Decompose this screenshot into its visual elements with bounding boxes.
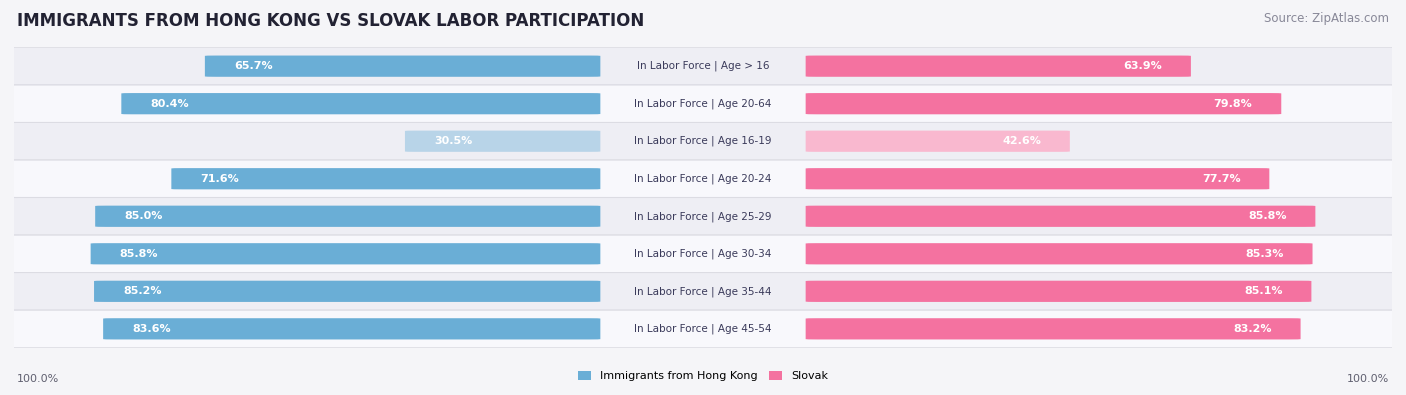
Text: In Labor Force | Age 45-54: In Labor Force | Age 45-54 bbox=[634, 324, 772, 334]
Text: In Labor Force | Age 16-19: In Labor Force | Age 16-19 bbox=[634, 136, 772, 147]
Text: 80.4%: 80.4% bbox=[150, 99, 188, 109]
Text: In Labor Force | Age 20-24: In Labor Force | Age 20-24 bbox=[634, 173, 772, 184]
FancyBboxPatch shape bbox=[806, 206, 1316, 227]
FancyBboxPatch shape bbox=[806, 243, 1313, 264]
Text: IMMIGRANTS FROM HONG KONG VS SLOVAK LABOR PARTICIPATION: IMMIGRANTS FROM HONG KONG VS SLOVAK LABO… bbox=[17, 12, 644, 30]
Text: In Labor Force | Age 20-64: In Labor Force | Age 20-64 bbox=[634, 98, 772, 109]
Text: 63.9%: 63.9% bbox=[1123, 61, 1161, 71]
FancyBboxPatch shape bbox=[806, 168, 1270, 189]
FancyBboxPatch shape bbox=[0, 160, 1406, 198]
FancyBboxPatch shape bbox=[0, 235, 1406, 273]
Text: 85.1%: 85.1% bbox=[1244, 286, 1282, 296]
FancyBboxPatch shape bbox=[806, 131, 1070, 152]
Text: 85.2%: 85.2% bbox=[122, 286, 162, 296]
FancyBboxPatch shape bbox=[90, 243, 600, 264]
Text: 65.7%: 65.7% bbox=[233, 61, 273, 71]
Text: 77.7%: 77.7% bbox=[1202, 174, 1240, 184]
FancyBboxPatch shape bbox=[0, 198, 1406, 235]
Text: 85.3%: 85.3% bbox=[1246, 249, 1284, 259]
Text: 100.0%: 100.0% bbox=[17, 374, 59, 384]
FancyBboxPatch shape bbox=[405, 131, 600, 152]
Text: In Labor Force | Age 25-29: In Labor Force | Age 25-29 bbox=[634, 211, 772, 222]
Text: 85.8%: 85.8% bbox=[1249, 211, 1286, 221]
FancyBboxPatch shape bbox=[103, 318, 600, 339]
FancyBboxPatch shape bbox=[96, 206, 600, 227]
Text: 71.6%: 71.6% bbox=[200, 174, 239, 184]
FancyBboxPatch shape bbox=[806, 93, 1281, 114]
Text: 85.0%: 85.0% bbox=[124, 211, 163, 221]
Text: 85.8%: 85.8% bbox=[120, 249, 157, 259]
FancyBboxPatch shape bbox=[94, 281, 600, 302]
FancyBboxPatch shape bbox=[0, 310, 1406, 348]
FancyBboxPatch shape bbox=[0, 47, 1406, 85]
FancyBboxPatch shape bbox=[0, 85, 1406, 122]
Text: 30.5%: 30.5% bbox=[434, 136, 472, 146]
FancyBboxPatch shape bbox=[172, 168, 600, 189]
Text: 83.2%: 83.2% bbox=[1233, 324, 1271, 334]
FancyBboxPatch shape bbox=[121, 93, 600, 114]
Text: 42.6%: 42.6% bbox=[1002, 136, 1040, 146]
Text: Source: ZipAtlas.com: Source: ZipAtlas.com bbox=[1264, 12, 1389, 25]
FancyBboxPatch shape bbox=[806, 281, 1312, 302]
FancyBboxPatch shape bbox=[806, 56, 1191, 77]
Text: 79.8%: 79.8% bbox=[1213, 99, 1253, 109]
Text: In Labor Force | Age 30-34: In Labor Force | Age 30-34 bbox=[634, 248, 772, 259]
FancyBboxPatch shape bbox=[0, 273, 1406, 310]
FancyBboxPatch shape bbox=[806, 318, 1301, 339]
Text: In Labor Force | Age 35-44: In Labor Force | Age 35-44 bbox=[634, 286, 772, 297]
Text: 100.0%: 100.0% bbox=[1347, 374, 1389, 384]
Legend: Immigrants from Hong Kong, Slovak: Immigrants from Hong Kong, Slovak bbox=[578, 371, 828, 381]
Text: 83.6%: 83.6% bbox=[132, 324, 170, 334]
Text: In Labor Force | Age > 16: In Labor Force | Age > 16 bbox=[637, 61, 769, 71]
FancyBboxPatch shape bbox=[205, 56, 600, 77]
FancyBboxPatch shape bbox=[0, 122, 1406, 160]
